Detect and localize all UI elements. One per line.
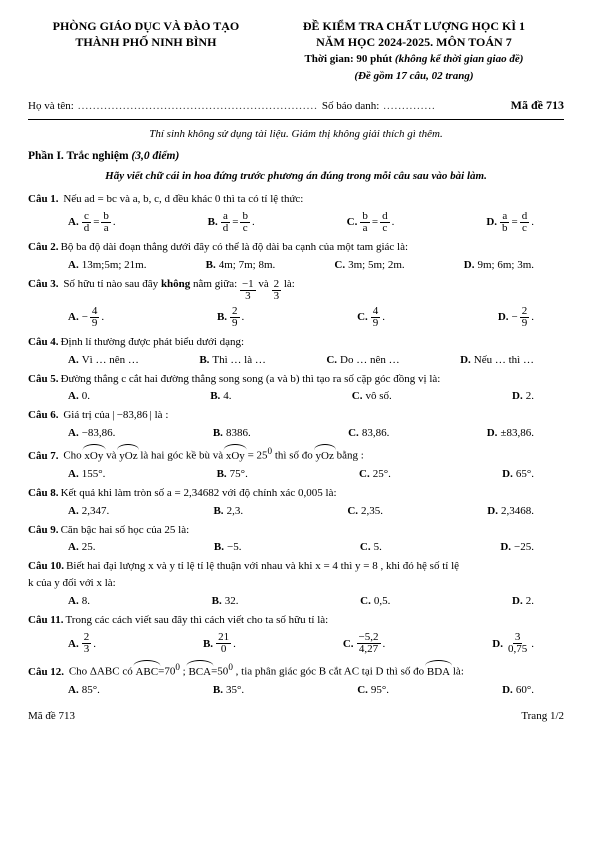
time-label: Thời gian: 90 phút bbox=[304, 53, 392, 65]
question-9: Câu 9.Căn bậc hai số học của 25 là: bbox=[28, 523, 564, 538]
question-4-choices: A.Vì … nên … B.Thì … là … C.Do … nên … D… bbox=[28, 354, 564, 366]
question-10-choices: A.8. B.32. C.0,5. D.2. bbox=[28, 595, 564, 607]
dept-line-2: THÀNH PHỐ NINH BÌNH bbox=[28, 34, 264, 50]
question-6: Câu 6. Giá trị của |−83,86| là : bbox=[28, 408, 564, 423]
exam-code: Mã đề 713 bbox=[511, 98, 564, 113]
question-5-choices: A.0. B.4. C.vô số. D.2. bbox=[28, 390, 564, 402]
question-2-choices: A.13m;5m; 21m. B.4m; 7m; 8m. C.3m; 5m; 2… bbox=[28, 259, 564, 271]
question-1-choices: A.cd=ba. B.ad=bc. C.ba=dc. D.ab=dc. bbox=[28, 211, 564, 234]
question-4: Câu 4.Định lí thường được phát biểu dưới… bbox=[28, 335, 564, 350]
title-line-2: NĂM HỌC 2024-2025. MÔN TOÁN 7 bbox=[264, 34, 564, 50]
question-6-choices: A.−83,86. B.8386. C.83,86. D.±83,86. bbox=[28, 427, 564, 439]
section-1-title: Phần I. Trắc nghiệm (3,0 điểm) bbox=[28, 150, 564, 162]
question-8-choices: A.2,347. B.2,3. C.2,35. D.2,3468. bbox=[28, 505, 564, 517]
student-line: Họ và tên: .............................… bbox=[28, 98, 564, 113]
instruction: Hãy viết chữ cái in hoa đứng trước phươn… bbox=[28, 170, 564, 182]
footer: Mã đề 713 Trang 1/2 bbox=[28, 710, 564, 722]
question-3: Câu 3. Số hữu tỉ nào sau đây không nằm g… bbox=[28, 277, 564, 302]
page-count: (Đề gồm 17 câu, 02 trang) bbox=[354, 70, 473, 82]
question-7-choices: A.155°. B.75°. C.25°. D.65°. bbox=[28, 468, 564, 480]
question-3-choices: A.−49. B.29. C.49. D.−29. bbox=[28, 306, 564, 329]
question-8: Câu 8.Kết quả khi làm tròn số a = 2,3468… bbox=[28, 486, 564, 501]
time-note: (không kể thời gian giao đề) bbox=[392, 53, 523, 65]
title-line-1: ĐỀ KIỂM TRA CHẤT LƯỢNG HỌC KÌ 1 bbox=[264, 18, 564, 34]
header: PHÒNG GIÁO DỤC VÀ ĐÀO TẠO THÀNH PHỐ NINH… bbox=[28, 18, 564, 84]
question-11-choices: A.23. B.210. C.−5,24,27. D.30,75. bbox=[28, 632, 564, 655]
question-12-choices: A.85°. B.35°. C.95°. D.60°. bbox=[28, 684, 564, 696]
question-10: Câu 10.Biết hai đại lượng x và y tỉ lệ t… bbox=[28, 559, 564, 574]
dept-line-1: PHÒNG GIÁO DỤC VÀ ĐÀO TẠO bbox=[28, 18, 264, 34]
question-7: Câu 7. Cho xOy và yOz là hai góc kề bù v… bbox=[28, 445, 564, 464]
question-1: Câu 1. Nếu ad = bc và a, b, c, d đều khá… bbox=[28, 192, 564, 207]
sbd-label: Số báo danh: bbox=[322, 100, 379, 112]
footer-page: Trang 1/2 bbox=[521, 710, 564, 722]
sbd-dots: .............. bbox=[383, 100, 436, 112]
question-2: Câu 2.Bộ ba độ dài đoạn thẳng dưới đây c… bbox=[28, 240, 564, 255]
question-9-choices: A.25. B.−5. C.5. D.−25. bbox=[28, 541, 564, 553]
name-dots: ........................................… bbox=[78, 100, 318, 112]
question-5: Câu 5.Đường thẳng c cắt hai đường thẳng … bbox=[28, 372, 564, 387]
question-12: Câu 12. Cho ΔABC có ABC=700 ; BCA=500 , … bbox=[28, 661, 564, 680]
name-label: Họ và tên: bbox=[28, 100, 74, 112]
question-11: Câu 11.Trong các cách viết sau đây thì c… bbox=[28, 613, 564, 628]
exam-page: PHÒNG GIÁO DỤC VÀ ĐÀO TẠO THÀNH PHỐ NINH… bbox=[0, 0, 592, 734]
divider bbox=[28, 119, 564, 120]
footer-code: Mã đề 713 bbox=[28, 710, 75, 722]
question-10b: k của y đối với x là: bbox=[28, 576, 564, 591]
notice: Thí sinh không sử dụng tài liệu. Giám th… bbox=[28, 128, 564, 140]
